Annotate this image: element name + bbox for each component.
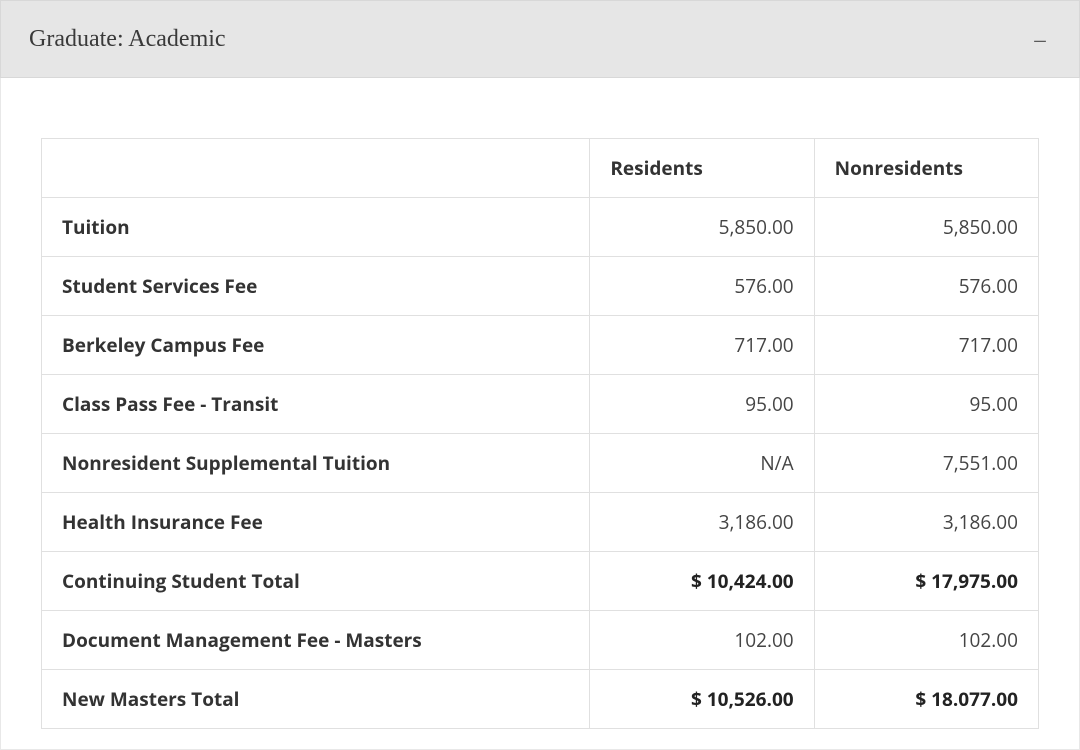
row-label: Health Insurance Fee: [42, 493, 590, 552]
row-label: Document Management Fee - Masters: [42, 611, 590, 670]
table-row: Continuing Student Total$ 10,424.00$ 17,…: [42, 552, 1039, 611]
row-label: New Masters Total: [42, 670, 590, 729]
table-header-residents: Residents: [590, 139, 814, 198]
table-header-nonresidents: Nonresidents: [814, 139, 1038, 198]
row-nonresidents-value: $ 18.077.00: [814, 670, 1038, 729]
accordion-header[interactable]: Graduate: Academic –: [0, 0, 1080, 78]
row-nonresidents-value: 95.00: [814, 375, 1038, 434]
table-header-row: Residents Nonresidents: [42, 139, 1039, 198]
row-nonresidents-value: 102.00: [814, 611, 1038, 670]
table-row: Document Management Fee - Masters102.001…: [42, 611, 1039, 670]
row-nonresidents-value: 5,850.00: [814, 198, 1038, 257]
row-residents-value: 5,850.00: [590, 198, 814, 257]
row-residents-value: $ 10,526.00: [590, 670, 814, 729]
fees-table: Residents Nonresidents Tuition5,850.005,…: [41, 138, 1039, 729]
row-residents-value: 95.00: [590, 375, 814, 434]
row-label: Tuition: [42, 198, 590, 257]
row-label: Continuing Student Total: [42, 552, 590, 611]
table-row: Health Insurance Fee3,186.003,186.00: [42, 493, 1039, 552]
accordion-body: Residents Nonresidents Tuition5,850.005,…: [0, 78, 1080, 750]
row-residents-value: 3,186.00: [590, 493, 814, 552]
row-nonresidents-value: 717.00: [814, 316, 1038, 375]
table-row: Nonresident Supplemental TuitionN/A7,551…: [42, 434, 1039, 493]
row-label: Nonresident Supplemental Tuition: [42, 434, 590, 493]
row-residents-value: 576.00: [590, 257, 814, 316]
row-nonresidents-value: 576.00: [814, 257, 1038, 316]
table-row: New Masters Total$ 10,526.00$ 18.077.00: [42, 670, 1039, 729]
row-nonresidents-value: 3,186.00: [814, 493, 1038, 552]
row-nonresidents-value: 7,551.00: [814, 434, 1038, 493]
row-label: Student Services Fee: [42, 257, 590, 316]
row-residents-value: 717.00: [590, 316, 814, 375]
accordion-title: Graduate: Academic: [29, 26, 226, 53]
row-residents-value: 102.00: [590, 611, 814, 670]
row-nonresidents-value: $ 17,975.00: [814, 552, 1038, 611]
table-header-blank: [42, 139, 590, 198]
collapse-icon: –: [1033, 25, 1051, 53]
row-label: Class Pass Fee - Transit: [42, 375, 590, 434]
table-row: Tuition5,850.005,850.00: [42, 198, 1039, 257]
table-row: Student Services Fee576.00576.00: [42, 257, 1039, 316]
table-row: Berkeley Campus Fee717.00717.00: [42, 316, 1039, 375]
table-row: Class Pass Fee - Transit95.0095.00: [42, 375, 1039, 434]
row-residents-value: $ 10,424.00: [590, 552, 814, 611]
row-label: Berkeley Campus Fee: [42, 316, 590, 375]
row-residents-value: N/A: [590, 434, 814, 493]
